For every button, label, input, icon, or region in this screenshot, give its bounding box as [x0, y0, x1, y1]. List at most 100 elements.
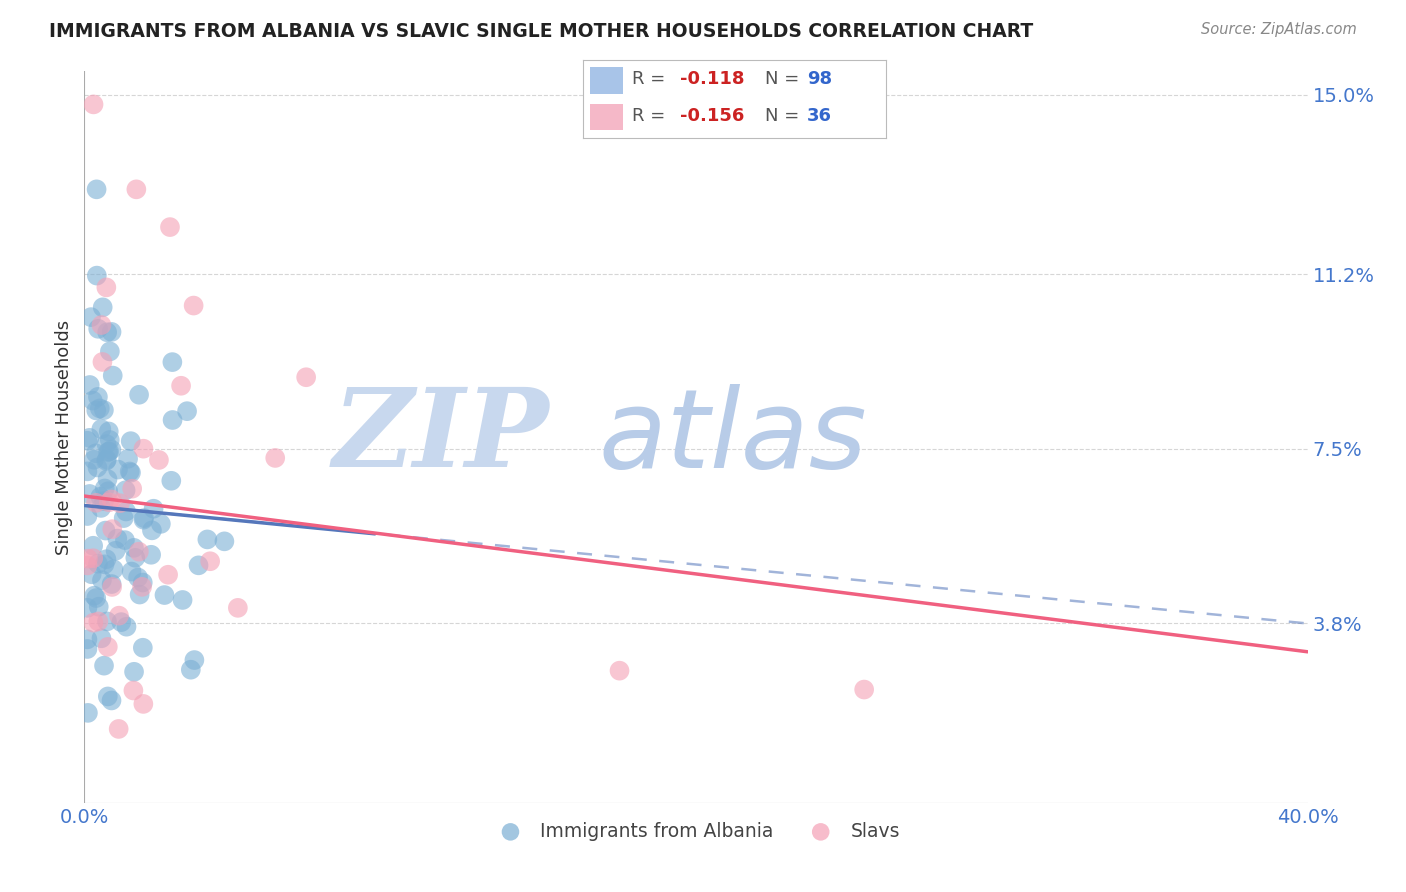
Point — [107, 462, 129, 476]
Point — [89, 490, 111, 504]
Point — [96, 472, 118, 486]
Point — [128, 544, 150, 558]
Point — [121, 565, 143, 579]
Point — [100, 325, 122, 339]
Point — [91, 573, 114, 587]
Point — [76, 509, 98, 524]
Point — [264, 450, 287, 465]
Point — [132, 697, 155, 711]
Point — [86, 182, 108, 196]
Point — [79, 378, 101, 392]
Point — [153, 588, 176, 602]
Point — [80, 310, 103, 325]
Point — [93, 403, 115, 417]
Legend: Immigrants from Albania, Slavs: Immigrants from Albania, Slavs — [484, 814, 908, 848]
Point — [76, 600, 98, 615]
Point — [90, 318, 112, 332]
Point — [83, 97, 105, 112]
Point — [94, 482, 117, 496]
Point — [170, 378, 193, 392]
Point — [89, 401, 111, 416]
Point — [115, 620, 138, 634]
Point — [110, 615, 132, 629]
Text: atlas: atlas — [598, 384, 866, 491]
Point — [141, 524, 163, 538]
Point — [100, 577, 122, 591]
Point — [172, 593, 194, 607]
Point — [90, 632, 112, 646]
Point — [121, 482, 143, 496]
Point — [96, 452, 118, 467]
Point — [148, 453, 170, 467]
Point — [112, 511, 135, 525]
Point — [104, 543, 127, 558]
Point — [87, 615, 110, 629]
Point — [86, 460, 108, 475]
Point — [118, 465, 141, 479]
Point — [124, 550, 146, 565]
Point — [157, 567, 180, 582]
Point — [84, 446, 107, 460]
Point — [183, 653, 205, 667]
Point — [100, 492, 122, 507]
Point — [162, 413, 184, 427]
Point — [128, 388, 150, 402]
Text: -0.118: -0.118 — [681, 70, 745, 88]
Point — [295, 370, 318, 384]
Point — [82, 551, 104, 566]
Point — [76, 558, 98, 573]
Point — [198, 554, 221, 568]
Point — [87, 599, 110, 614]
Point — [97, 425, 120, 439]
Point — [103, 562, 125, 576]
Point — [87, 390, 110, 404]
Point — [93, 658, 115, 673]
Point — [86, 268, 108, 283]
Point — [79, 487, 101, 501]
Point — [98, 444, 121, 458]
Point — [98, 495, 121, 509]
Point — [91, 355, 114, 369]
Point — [128, 588, 150, 602]
Point — [90, 422, 112, 436]
Point — [98, 344, 121, 359]
Point — [93, 558, 115, 572]
Point — [609, 664, 631, 678]
Text: R =: R = — [631, 107, 671, 125]
Point — [122, 683, 145, 698]
Point — [127, 570, 149, 584]
Text: Source: ZipAtlas.com: Source: ZipAtlas.com — [1201, 22, 1357, 37]
Point — [82, 539, 104, 553]
Point — [107, 722, 129, 736]
Point — [117, 451, 139, 466]
Point — [91, 301, 114, 315]
Point — [115, 504, 138, 518]
Point — [98, 433, 121, 447]
Bar — [589, 67, 623, 94]
Point — [160, 474, 183, 488]
Point — [96, 280, 118, 294]
Text: IMMIGRANTS FROM ALBANIA VS SLAVIC SINGLE MOTHER HOUSEHOLDS CORRELATION CHART: IMMIGRANTS FROM ALBANIA VS SLAVIC SINGLE… — [49, 22, 1033, 41]
Point — [122, 665, 145, 679]
Point — [96, 454, 118, 468]
Point — [96, 615, 118, 629]
Point — [96, 552, 118, 566]
Point — [114, 533, 136, 548]
Point — [76, 464, 98, 478]
Point — [100, 442, 122, 457]
Point — [162, 355, 184, 369]
Point — [87, 322, 110, 336]
Point — [108, 496, 131, 510]
Text: 98: 98 — [807, 70, 832, 88]
Point — [183, 299, 205, 313]
Point — [187, 558, 209, 573]
Text: ZIP: ZIP — [333, 384, 550, 491]
Point — [125, 182, 148, 196]
Point — [108, 608, 131, 623]
Point — [83, 589, 105, 603]
Point — [80, 567, 103, 582]
Point — [131, 580, 153, 594]
Point — [120, 466, 142, 480]
Point — [101, 522, 124, 536]
Point — [159, 220, 181, 235]
